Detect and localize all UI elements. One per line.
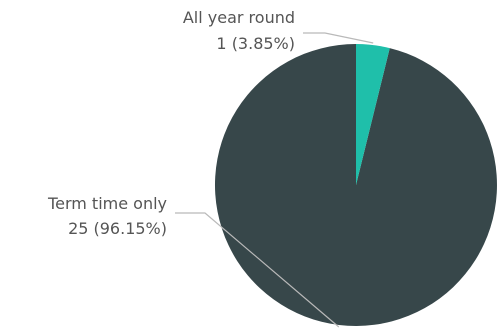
label-term-time-only-value: 25 (96.15%) xyxy=(68,219,167,238)
leader-line-all-year-round xyxy=(303,32,374,44)
pie-slice-term-time-only xyxy=(214,44,497,326)
label-term-time-only-name: Term time only xyxy=(47,194,167,213)
label-all-year-round-name: All year round xyxy=(183,8,295,27)
label-all-year-round-value: 1 (3.85%) xyxy=(216,34,295,53)
pie-slices xyxy=(214,44,497,326)
pie-slice-all-year-round xyxy=(356,44,390,185)
leader-lines xyxy=(175,32,374,328)
slice-labels: Term time only 25 (96.15%) All year roun… xyxy=(47,8,295,238)
leader-line-term-time-only xyxy=(175,212,340,328)
